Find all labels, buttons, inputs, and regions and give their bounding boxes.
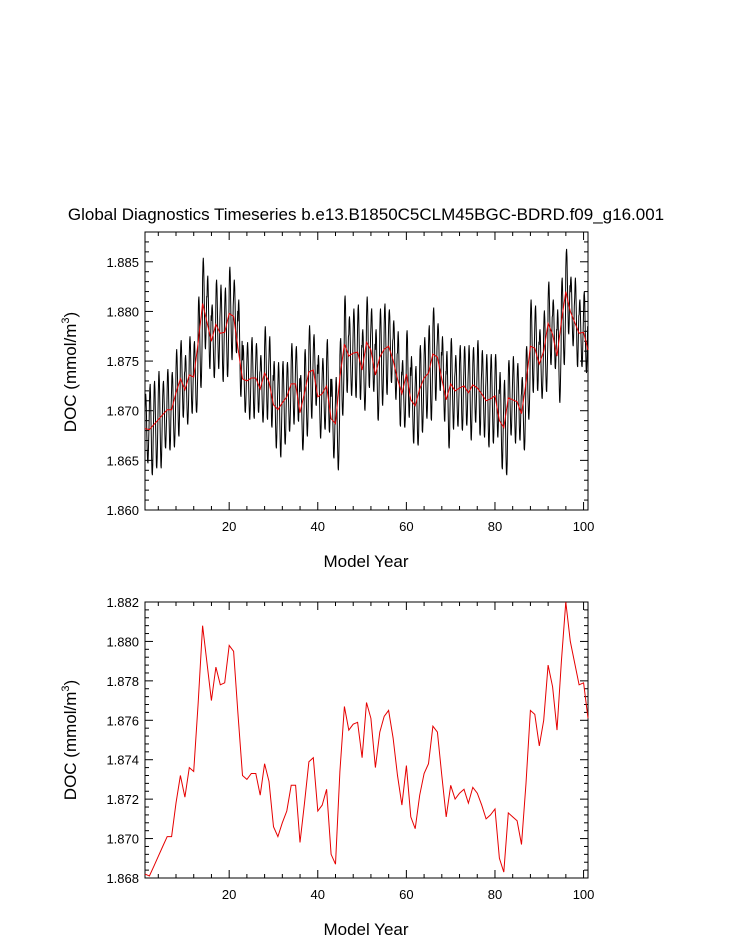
top-y-tick-labels: 1.860 1.865 1.870 1.875 1.880 1.885 (106, 255, 139, 518)
bottom-y-axis-label-main: DOC (mmol/m (61, 692, 80, 801)
bottom-annual-series-line (144, 601, 589, 877)
top-x-tick-label: 80 (488, 519, 502, 534)
top-y-tick-label: 1.885 (106, 255, 139, 270)
top-x-tick-labels: 20 40 60 80 100 (222, 519, 594, 534)
bottom-y-tick-label: 1.872 (106, 792, 139, 807)
bottom-plot-frame (144, 601, 589, 879)
bottom-y-axis-label-close: ) (61, 680, 80, 686)
bottom-x-axis-label: Model Year (323, 920, 408, 939)
top-y-tick-label: 1.860 (106, 503, 139, 518)
bottom-series-group (144, 601, 589, 877)
bottom-y-tick-label: 1.882 (106, 595, 139, 610)
bottom-y-tick-label: 1.880 (106, 634, 139, 649)
top-y-axis-label: DOC (mmol/m3) (60, 312, 80, 432)
top-panel: 1.860 1.865 1.870 1.875 1.880 1.885 20 40 60 80 1… (60, 231, 594, 571)
bottom-x-tick-label: 40 (311, 887, 325, 902)
bottom-tick-marks (145, 601, 588, 879)
top-monthly-series-line (144, 248, 589, 476)
bottom-y-tick-label: 1.868 (106, 871, 139, 886)
top-annual-series-line (144, 291, 589, 431)
top-y-tick-label: 1.875 (106, 354, 139, 369)
bottom-x-tick-label: 100 (573, 887, 595, 902)
top-y-tick-label: 1.880 (106, 304, 139, 319)
top-y-axis-label-main: DOC (mmol/m (61, 324, 80, 433)
bottom-y-tick-label: 1.870 (106, 832, 139, 847)
top-x-tick-label: 60 (399, 519, 413, 534)
bottom-x-tick-labels: 20 40 60 80 100 (222, 887, 594, 902)
bottom-y-axis-label: DOC (mmol/m3) (60, 680, 80, 800)
figure-title: Global Diagnostics Timeseries b.e13.B185… (68, 205, 664, 224)
bottom-y-tick-label: 1.874 (106, 753, 139, 768)
top-x-axis-label: Model Year (323, 552, 408, 571)
bottom-y-tick-labels: 1.868 1.870 1.872 1.874 1.876 1.878 1.880 1.882 (106, 595, 139, 886)
top-y-tick-label: 1.865 (106, 453, 139, 468)
top-tick-marks (145, 231, 588, 511)
top-x-tick-label: 20 (222, 519, 236, 534)
top-series-group (144, 248, 589, 476)
top-x-tick-label: 40 (311, 519, 325, 534)
bottom-x-tick-label: 60 (399, 887, 413, 902)
bottom-y-tick-label: 1.878 (106, 674, 139, 689)
bottom-x-tick-label: 20 (222, 887, 236, 902)
bottom-y-axis-label-sup: 3 (60, 685, 72, 691)
bottom-panel: 1.868 1.870 1.872 1.874 1.876 1.878 1.880 1.882… (60, 595, 594, 939)
bottom-y-tick-label: 1.876 (106, 713, 139, 728)
top-x-tick-label: 100 (573, 519, 595, 534)
top-plot-frame (144, 231, 589, 511)
top-y-tick-label: 1.870 (106, 404, 139, 419)
top-y-axis-label-sup: 3 (60, 317, 72, 323)
top-y-axis-label-close: ) (61, 312, 80, 318)
bottom-x-tick-label: 80 (488, 887, 502, 902)
